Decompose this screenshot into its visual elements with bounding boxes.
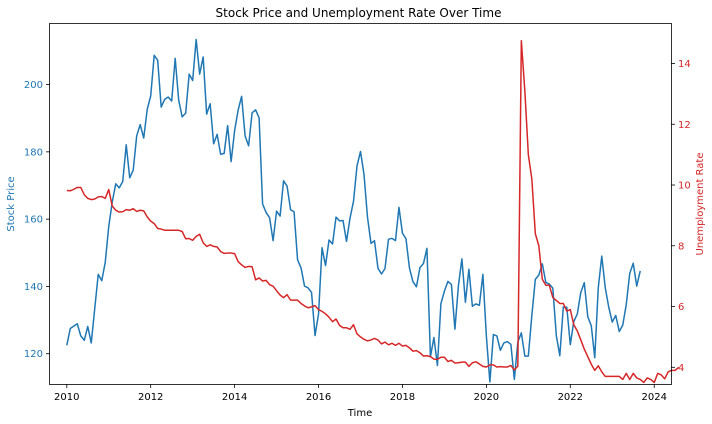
y-right-tick-label: 14: [678, 59, 691, 70]
y-axis-right-ticks: 4 6 8 10 12 14: [671, 59, 691, 374]
series-line-stock-price: [66, 38, 641, 383]
y-right-tick-label: 8: [678, 241, 684, 252]
x-tick-label: 2012: [138, 392, 163, 403]
series-line-unemployment-rate: [66, 39, 680, 384]
x-tick-label: 2010: [54, 392, 79, 403]
y-right-tick-label: 12: [678, 120, 691, 131]
y-axis-left-ticks: 120 140 160 180 200: [24, 80, 50, 360]
x-axis-label: Time: [347, 408, 372, 419]
y-right-tick-label: 6: [678, 302, 684, 313]
x-tick-label: 2020: [474, 392, 499, 403]
y-axis-left-label: Stock Price: [6, 176, 17, 231]
y-left-tick-label: 200: [24, 80, 43, 91]
plot-frame: [49, 23, 672, 385]
y-left-tick-label: 180: [24, 147, 43, 158]
x-axis-ticks: 2010 2012 2014 2016 2018 2020 2022 2024: [54, 384, 667, 403]
y-left-tick-label: 160: [24, 215, 43, 226]
x-tick-label: 2022: [558, 392, 583, 403]
x-tick-label: 2016: [306, 392, 331, 403]
x-tick-label: 2018: [390, 392, 415, 403]
series-unemployment-rate: [66, 39, 680, 384]
y-axis-right-label: Unemployment Rate: [695, 153, 706, 256]
y-right-tick-label: 4: [678, 363, 684, 374]
y-left-tick-label: 140: [24, 282, 43, 293]
y-right-tick-label: 10: [678, 181, 691, 192]
series-stock-price: [66, 38, 641, 383]
x-tick-label: 2024: [641, 392, 666, 403]
chart-title: Stock Price and Unemployment Rate Over T…: [216, 6, 502, 20]
x-tick-label: 2014: [222, 392, 247, 403]
plot-area: [66, 38, 680, 384]
y-left-tick-label: 120: [24, 349, 43, 360]
